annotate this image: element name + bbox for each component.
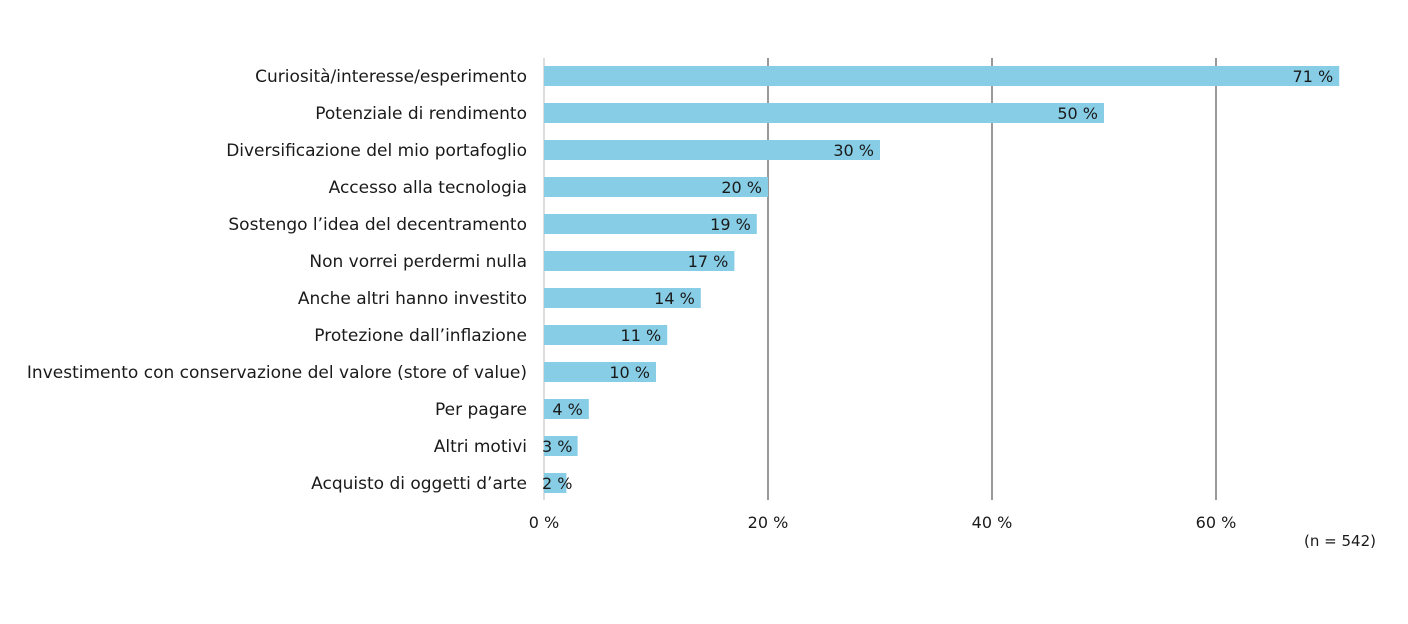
x-axis-ticks: 0 % 20 % 40 % 60 % (529, 513, 1237, 532)
category-label: Per pagare (435, 400, 527, 420)
category-label: Anche altri hanno investito (298, 289, 527, 309)
value-label: 4 % (552, 400, 582, 419)
category-label: Diversificazione del mio portafoglio (226, 141, 527, 161)
bar (544, 66, 1340, 86)
value-label: 17 % (688, 252, 729, 271)
bars (544, 66, 1340, 493)
category-label: Altri motivi (434, 437, 527, 457)
value-label: 30 % (833, 141, 874, 160)
category-label: Non vorrei perdermi nulla (309, 252, 527, 272)
bar (544, 103, 1104, 123)
value-label: 50 % (1057, 104, 1098, 123)
value-label: 71 % (1293, 67, 1334, 86)
sample-size-note: (n = 542) (1304, 532, 1376, 550)
category-label: Sostengo l’idea del decentramento (228, 215, 527, 235)
value-label: 10 % (609, 363, 650, 382)
bar (544, 362, 656, 382)
gridlines (543, 58, 1217, 500)
x-tick-label: 20 % (748, 513, 789, 532)
category-label: Protezione dall’inflazione (314, 326, 527, 346)
value-label: 2 % (542, 474, 572, 493)
value-label: 3 % (542, 437, 572, 456)
category-label: Acquisto di oggetti d’arte (311, 474, 527, 494)
category-labels: Curiosità/interesse/esperimento Potenzial… (27, 67, 527, 494)
value-label: 14 % (654, 289, 695, 308)
bar (544, 473, 567, 493)
bar (544, 325, 668, 345)
value-labels: 71 % 50 % 30 % 20 % 19 % 17 % 14 % 11 % 10 % 4 % 3… (542, 67, 1333, 493)
bar (544, 140, 880, 160)
value-label: 11 % (621, 326, 662, 345)
category-label: Potenziale di rendimento (315, 104, 527, 124)
x-tick-label: 40 % (972, 513, 1013, 532)
bar (544, 399, 589, 419)
category-label: Curiosità/interesse/esperimento (255, 67, 527, 87)
category-label: Investimento con conservazione del valor… (27, 363, 527, 383)
x-tick-label: 0 % (529, 513, 559, 532)
bar (544, 214, 757, 234)
value-label: 20 % (721, 178, 762, 197)
bar (544, 177, 768, 197)
value-label: 19 % (710, 215, 751, 234)
bar (544, 288, 701, 308)
x-tick-label: 60 % (1196, 513, 1237, 532)
bar (544, 436, 578, 456)
bar (544, 251, 735, 271)
category-label: Accesso alla tecnologia (329, 178, 527, 198)
